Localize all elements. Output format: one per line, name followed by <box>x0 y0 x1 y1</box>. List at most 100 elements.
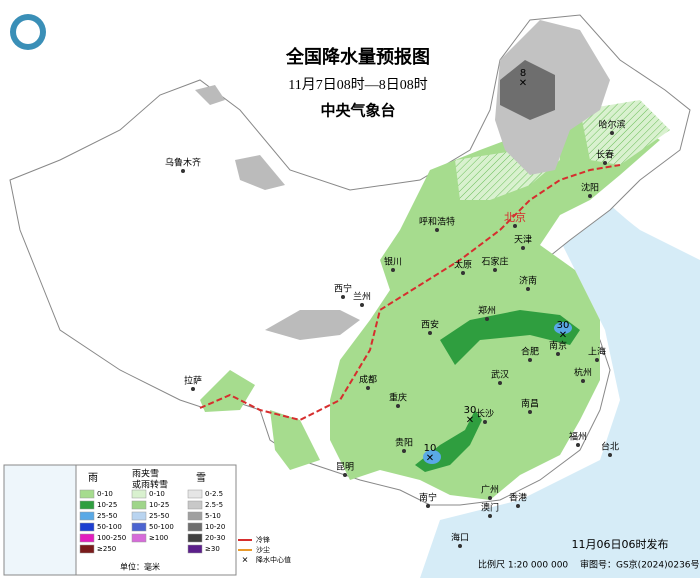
title: 全国降水量预报图 <box>285 46 430 68</box>
legend-label: 50-100 <box>149 523 174 531</box>
city-label: 成都 <box>359 374 377 386</box>
legend-title: 雨 <box>88 473 98 484</box>
city-dot <box>341 295 345 299</box>
logo <box>10 14 46 50</box>
legend-title: 或雨转雪 <box>132 479 168 491</box>
legend-label: 50-100 <box>97 523 122 531</box>
city-label: 昆明 <box>336 462 354 473</box>
city-dot <box>488 496 492 500</box>
legend-label: 2.5-5 <box>205 501 223 509</box>
city-label: 长沙 <box>476 408 494 420</box>
city-dot <box>366 386 370 390</box>
city-dot <box>603 161 607 165</box>
city-label: 长春 <box>596 149 614 161</box>
legend-swatch <box>187 544 203 554</box>
city-dot <box>516 504 520 508</box>
rain-area <box>270 410 320 470</box>
city-label: 兰州 <box>353 291 371 303</box>
legend-swatch <box>79 533 95 543</box>
city-label: 乌鲁木齐 <box>165 157 201 169</box>
city-label: 南京 <box>549 340 567 352</box>
city-label: 重庆 <box>389 392 407 404</box>
city-dot <box>428 331 432 335</box>
legend-label: ≥30 <box>205 545 220 553</box>
legend-swatch <box>131 522 147 532</box>
city-dot <box>360 303 364 307</box>
city-dot <box>402 449 406 453</box>
legend-swatch <box>187 511 203 521</box>
city-label: 天津 <box>514 235 532 246</box>
legend-swatch <box>131 511 147 521</box>
legend-swatch <box>131 489 147 499</box>
center-value: 10 <box>424 443 437 454</box>
issuer: 中央气象台 <box>320 102 395 120</box>
city-dot <box>521 246 525 250</box>
city-label: 西安 <box>421 319 439 331</box>
center-value: 30 <box>557 320 570 331</box>
legend-swatch <box>187 533 203 543</box>
snow-area <box>235 155 285 190</box>
city-label: 合肥 <box>521 346 539 358</box>
city-label: 武汉 <box>491 369 509 381</box>
legend-swatch <box>79 544 95 554</box>
legend-label: ≥100 <box>149 534 168 542</box>
city-label: 上海 <box>588 346 606 358</box>
city-label: 台北 <box>601 441 619 453</box>
cold-front <box>199 164 621 422</box>
city-dot <box>483 420 487 424</box>
legend-title: 雨夹雪 <box>132 468 159 480</box>
snow-heavy <box>500 60 555 120</box>
legend-label: 冷锋 <box>256 535 270 544</box>
sleet-area <box>580 100 670 165</box>
rain-area <box>330 110 660 500</box>
legend-swatch <box>79 500 95 510</box>
city-label: 郑州 <box>478 305 496 317</box>
city-dot <box>526 287 530 291</box>
city-label: 澳门 <box>481 502 499 514</box>
city-dot <box>556 352 560 356</box>
city-label: 北京 <box>504 210 526 224</box>
city-dot <box>581 379 585 383</box>
city-label: 南宁 <box>419 492 437 504</box>
city-dot <box>588 194 592 198</box>
city-dot <box>191 387 195 391</box>
rain-25 <box>423 450 441 464</box>
city-dot <box>391 268 395 272</box>
subtitle: 11月7日08时—8日08时 <box>288 77 427 93</box>
city-label: 济南 <box>519 275 537 287</box>
city-dot <box>513 224 517 228</box>
legend-label: 25-50 <box>97 512 117 520</box>
legend-label: 20-30 <box>205 534 225 542</box>
city-label: 太原 <box>454 259 472 271</box>
city-dot <box>498 381 502 385</box>
legend-label: 0-10 <box>149 490 165 498</box>
legend-box <box>75 464 237 576</box>
legend-label: 100-250 <box>97 534 126 542</box>
center-mark: ✕ <box>519 78 527 89</box>
snow-area <box>265 310 360 340</box>
city-label: 福州 <box>569 431 587 443</box>
legend-label: 降水中心值 <box>256 555 291 564</box>
issued: 11月06日06时发布 <box>572 537 669 551</box>
city-label: 贵阳 <box>395 437 413 449</box>
legend-label: 10-20 <box>205 523 225 531</box>
approval: 审图号：GS京(2024)0236号 <box>580 559 700 571</box>
legend-swatch <box>131 500 147 510</box>
city-dot <box>343 473 347 477</box>
city-label: 西宁 <box>334 283 352 295</box>
city-label: 香港 <box>509 492 527 504</box>
legend-symbol: ✕ <box>242 556 249 565</box>
city-dot <box>528 410 532 414</box>
legend-swatch <box>187 522 203 532</box>
legend-swatch <box>79 511 95 521</box>
city-dot <box>488 514 492 518</box>
city-dot <box>435 228 439 232</box>
center-value: 30 <box>464 405 477 416</box>
legend-label: 0-10 <box>97 490 113 498</box>
legend-title: 雪 <box>196 472 206 484</box>
sea <box>420 150 700 578</box>
legend-label: ≥250 <box>97 545 116 553</box>
legend-label: 沙尘 <box>256 545 270 554</box>
city-dot <box>576 443 580 447</box>
